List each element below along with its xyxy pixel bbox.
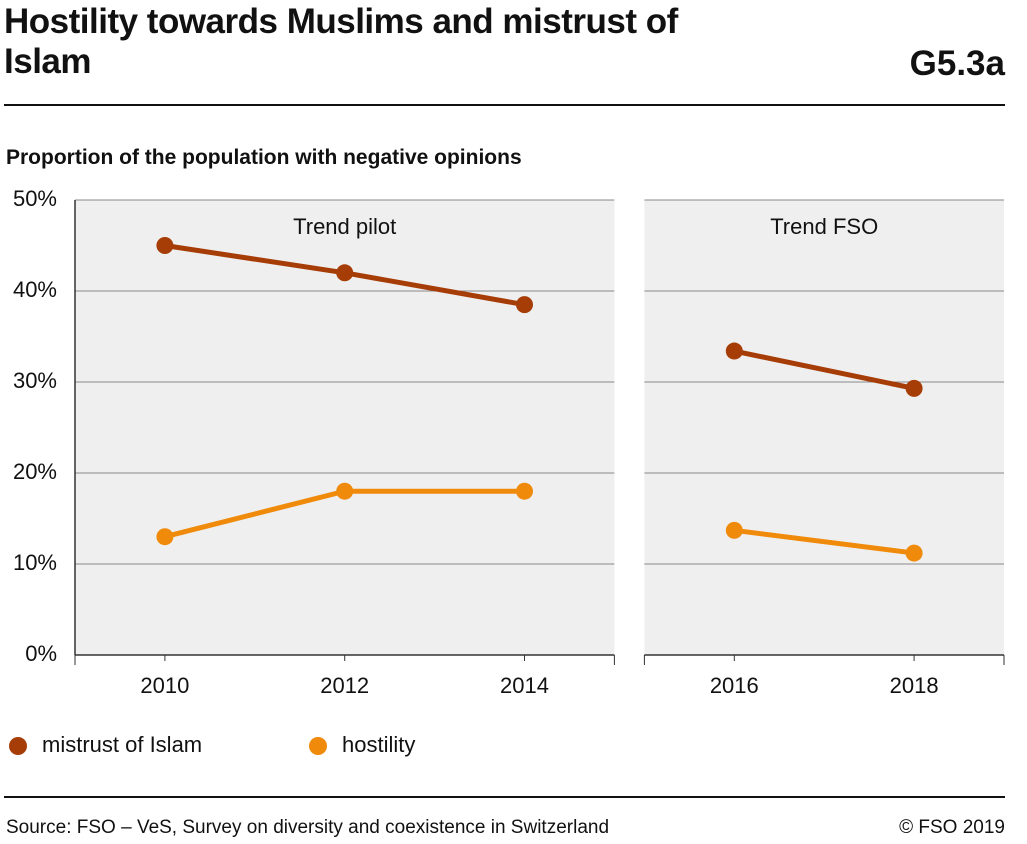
- y-tick-label: 0%: [25, 641, 57, 666]
- source: Source: FSO – VeS, Survey on diversity a…: [6, 817, 610, 838]
- y-tick-label: 50%: [13, 186, 57, 211]
- rule: [4, 796, 1005, 798]
- point: [156, 237, 174, 254]
- point: [725, 521, 743, 539]
- point: [156, 528, 174, 546]
- x-tick-label: 2010: [140, 673, 189, 698]
- y-tick-label: 30%: [13, 368, 57, 393]
- y-tick-label: 20%: [13, 459, 57, 484]
- point: [516, 482, 533, 500]
- point: [336, 264, 354, 282]
- point: [905, 379, 923, 397]
- point: [905, 544, 923, 562]
- line: [733, 527, 915, 556]
- y-tick-label: 40%: [13, 277, 57, 302]
- point: [336, 482, 354, 500]
- panel-label: Trend pilot: [293, 214, 396, 239]
- panel-background: [644, 200, 1004, 655]
- y-tick-label: 10%: [13, 550, 57, 575]
- panel-label: Trend FSO: [770, 214, 878, 239]
- x-tick-label: 2016: [710, 673, 759, 698]
- x-tick-label: 2014: [500, 673, 549, 698]
- x-tick-label: 2018: [890, 673, 939, 698]
- rule: [4, 104, 1005, 106]
- subtitle: Proportion of the population with negati…: [6, 146, 522, 169]
- legend-label: mistrust of Islam: [42, 732, 202, 757]
- title: Hostility towards Muslims and mistrust o…: [4, 2, 678, 81]
- x-tick-label: 2012: [320, 673, 369, 698]
- point: [725, 342, 743, 360]
- point: [516, 296, 533, 314]
- legend-marker: [309, 737, 327, 755]
- line: [733, 348, 915, 391]
- copyright: © FSO 2019: [899, 817, 1005, 838]
- legend-label: hostility: [342, 732, 415, 757]
- chart-code: G5.3a: [909, 44, 1005, 83]
- legend-marker: [9, 737, 27, 755]
